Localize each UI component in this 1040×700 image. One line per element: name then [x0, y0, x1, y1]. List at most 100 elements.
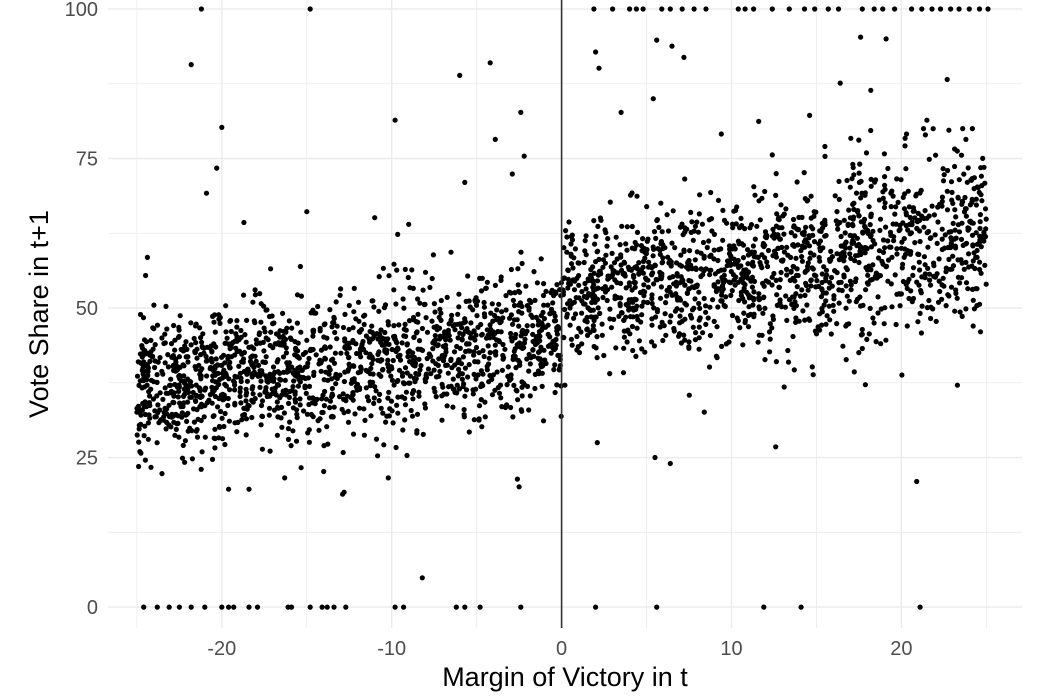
data-point	[334, 336, 340, 342]
data-point	[292, 396, 298, 402]
data-point	[694, 219, 700, 225]
data-point	[401, 326, 407, 332]
data-point	[518, 604, 524, 610]
data-point	[177, 313, 183, 319]
data-point	[378, 405, 384, 411]
data-point	[281, 369, 287, 375]
data-point	[162, 331, 168, 337]
data-point	[282, 475, 288, 481]
data-point	[531, 269, 537, 275]
data-point	[608, 325, 615, 331]
data-point	[403, 389, 409, 395]
data-point	[862, 190, 868, 196]
data-point	[862, 382, 869, 388]
data-point	[170, 362, 176, 368]
data-point	[725, 258, 731, 264]
data-point	[956, 6, 962, 12]
data-point	[961, 266, 967, 272]
data-point	[491, 312, 498, 319]
data-point	[327, 398, 333, 404]
data-point	[490, 318, 496, 324]
data-point	[645, 264, 652, 270]
data-point	[433, 374, 440, 380]
data-point	[188, 320, 194, 326]
data-point	[926, 213, 932, 219]
data-point	[439, 417, 445, 423]
data-point	[944, 207, 951, 213]
data-point	[869, 276, 876, 282]
data-point	[584, 327, 590, 333]
data-point	[663, 300, 669, 306]
data-point	[402, 321, 408, 327]
data-point	[175, 394, 181, 400]
data-point	[376, 398, 382, 404]
data-point	[574, 333, 580, 340]
data-point	[925, 265, 931, 271]
data-point	[152, 342, 158, 348]
data-point	[211, 413, 217, 419]
data-point	[282, 377, 288, 383]
data-point	[355, 299, 362, 305]
data-point	[908, 230, 915, 236]
data-point	[638, 319, 644, 325]
data-point	[197, 385, 203, 391]
data-point	[948, 284, 955, 290]
data-point	[554, 282, 560, 288]
data-point	[219, 604, 225, 610]
data-point	[790, 242, 796, 248]
data-point	[939, 296, 945, 302]
data-point	[373, 388, 379, 394]
data-point	[356, 405, 363, 411]
data-point	[372, 384, 378, 390]
data-point	[332, 350, 338, 356]
data-point	[596, 256, 602, 262]
data-point	[375, 453, 381, 459]
data-point	[883, 36, 889, 42]
data-point	[466, 298, 472, 304]
data-point	[649, 300, 655, 307]
data-point	[626, 307, 632, 313]
y-axis-title: Vote Share in t+1	[24, 210, 54, 418]
data-point	[889, 304, 895, 310]
data-point	[333, 299, 339, 305]
data-point	[849, 221, 856, 228]
data-point	[482, 414, 488, 420]
data-point	[634, 193, 640, 199]
data-point	[711, 256, 717, 262]
data-point	[841, 217, 847, 223]
data-point	[308, 347, 314, 353]
data-point	[516, 323, 522, 329]
data-point	[363, 385, 369, 391]
data-point	[757, 259, 763, 266]
data-point	[264, 378, 270, 384]
data-point	[310, 414, 316, 420]
data-point	[721, 302, 727, 308]
data-point	[381, 305, 387, 311]
data-point	[150, 346, 156, 352]
data-point	[220, 436, 226, 442]
data-point	[193, 382, 199, 388]
data-point	[983, 216, 989, 222]
data-point	[965, 165, 971, 171]
data-point	[851, 369, 857, 375]
data-point	[202, 604, 208, 610]
data-point	[416, 393, 422, 399]
data-point	[540, 309, 546, 315]
data-point	[378, 373, 384, 379]
data-point	[552, 389, 558, 396]
data-point	[600, 264, 606, 270]
data-point	[535, 318, 542, 324]
data-point	[442, 330, 448, 336]
data-point	[188, 62, 194, 68]
data-point	[668, 313, 674, 319]
data-point	[211, 342, 217, 348]
data-point	[902, 135, 908, 141]
data-point	[302, 349, 309, 356]
data-point	[345, 408, 351, 414]
data-point	[489, 376, 495, 382]
data-point	[610, 6, 616, 12]
data-point	[877, 216, 884, 222]
data-point	[943, 265, 949, 271]
data-point	[763, 235, 770, 241]
data-point	[925, 228, 932, 235]
